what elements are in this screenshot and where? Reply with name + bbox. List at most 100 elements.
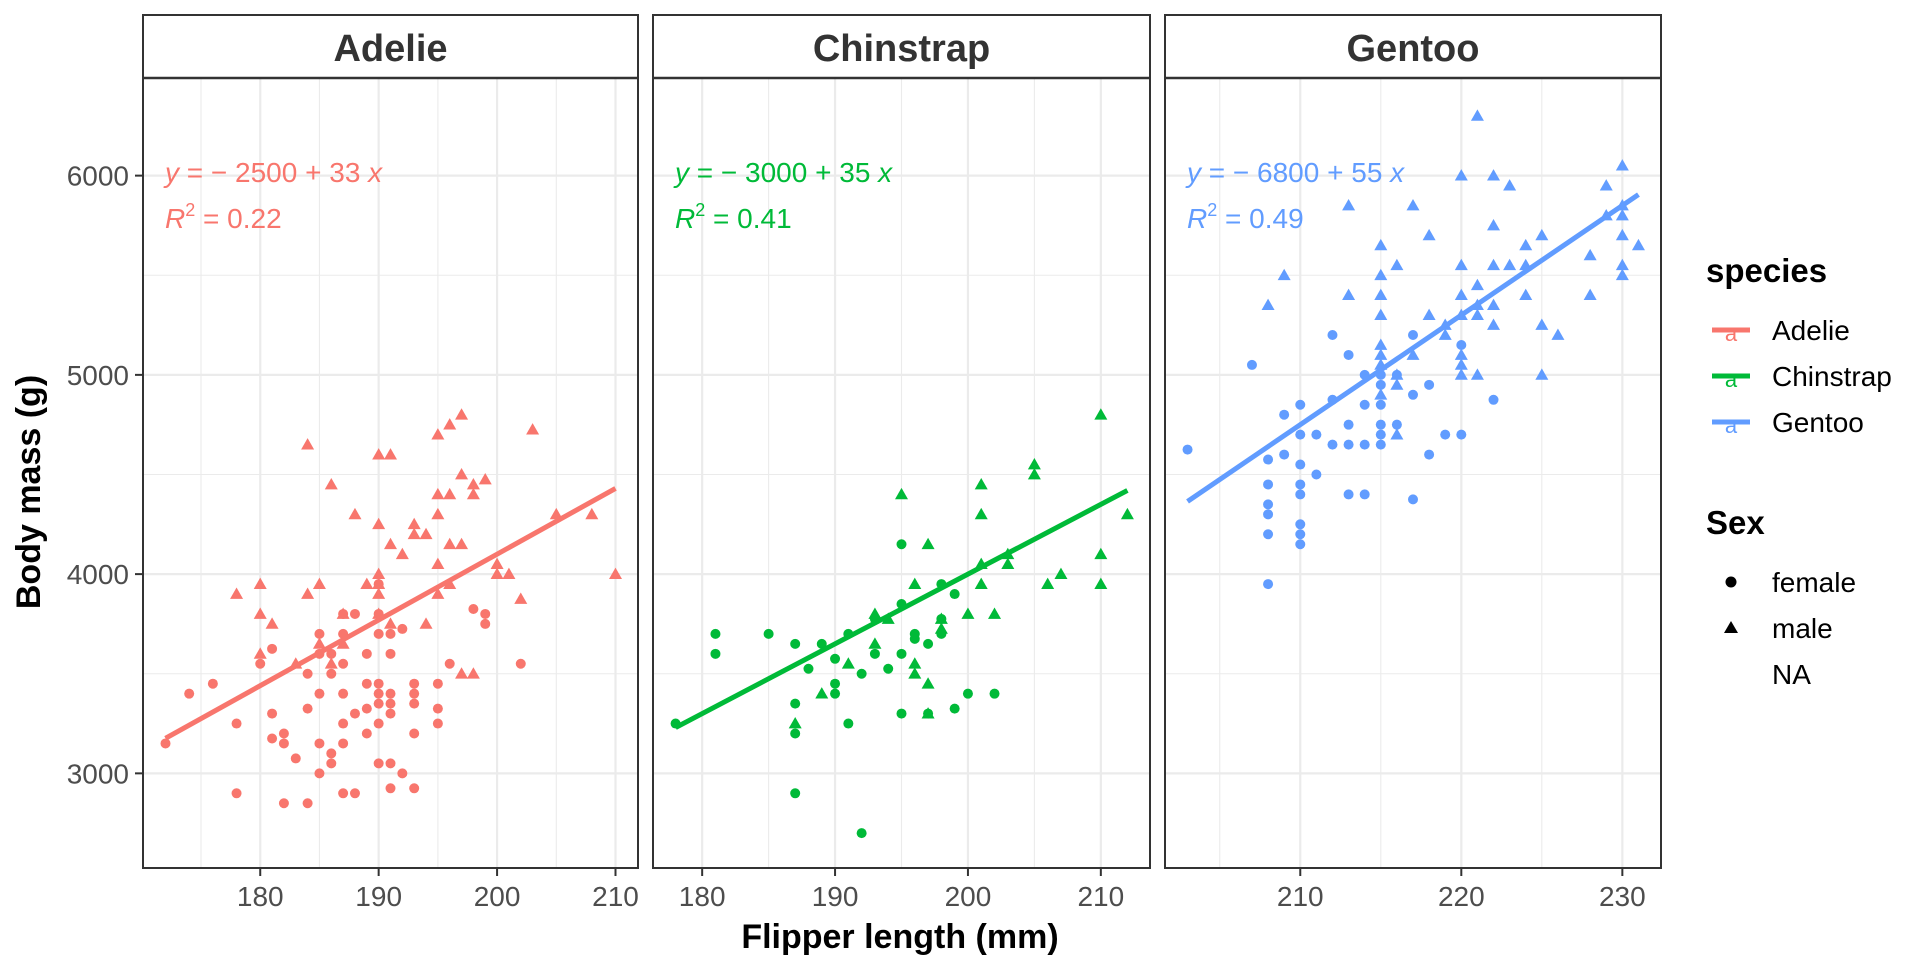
point-male [466, 487, 480, 500]
point-male [301, 438, 315, 450]
point-female [1456, 339, 1467, 350]
panel-gentoo: y = − 6800 + 55 x R2 = 0.49 Gentoo [1164, 14, 1662, 869]
r-squared-value: = 0.22 [195, 203, 281, 234]
point-male [1454, 368, 1468, 380]
point-male [1503, 179, 1517, 191]
point-female [314, 768, 325, 779]
point-female [1295, 539, 1306, 550]
point-female [830, 678, 841, 689]
point-male [360, 577, 374, 589]
legend-sex-title: Sex [1706, 504, 1765, 541]
facet-strip-label: Adelie [333, 28, 447, 70]
facet-strip [142, 14, 639, 79]
point-female [278, 738, 289, 749]
point-female [1408, 389, 1418, 400]
point-male [1487, 218, 1501, 231]
point-female [989, 688, 1000, 699]
point-female [361, 678, 372, 689]
panel-border [142, 77, 639, 869]
legend-sex-label: male [1772, 613, 1833, 644]
point-male [1551, 328, 1565, 340]
point-male [490, 567, 504, 579]
point-female [1263, 529, 1274, 540]
point-male [419, 527, 433, 540]
point-male [253, 647, 267, 659]
point-female [790, 638, 801, 649]
point-female [385, 688, 396, 699]
point-female [1456, 429, 1467, 440]
equation-body: = − 2500 + 33 [179, 157, 368, 188]
panel-grid [143, 78, 638, 868]
point-female [338, 718, 349, 729]
legend-species-key-glyph: a [1725, 413, 1738, 438]
legend-species-label: Adelie [1772, 315, 1850, 346]
point-female [326, 668, 337, 679]
point-male [908, 667, 922, 679]
point-female [397, 623, 408, 634]
facet-strip-label: Gentoo [1347, 28, 1480, 70]
point-female [1295, 399, 1306, 410]
point-male [1094, 577, 1108, 589]
r-squared-sup: 2 [695, 200, 705, 220]
point-female [949, 703, 960, 714]
point-male [908, 657, 922, 669]
point-male [1374, 268, 1388, 281]
equation-y: y [673, 157, 691, 188]
x-tick-label: 190 [812, 881, 859, 912]
point-male [372, 517, 386, 530]
point-female [314, 628, 325, 639]
point-male [1487, 298, 1501, 311]
point-male [974, 507, 988, 520]
point-male [1599, 179, 1613, 191]
point-male [1519, 238, 1533, 251]
point-male [384, 617, 397, 629]
point-female [1295, 479, 1306, 490]
equation-body: = − 3000 + 35 [689, 157, 878, 188]
point-male [490, 557, 504, 570]
legend-species-label: Gentoo [1772, 407, 1864, 438]
legend-sex-key-circle [1725, 576, 1737, 588]
y-axis: 3000 4000 5000 6000 [67, 161, 143, 789]
r-squared-r: R [675, 203, 695, 234]
r-squared-r: R [165, 203, 185, 234]
point-male [455, 408, 469, 420]
point-male [431, 428, 445, 440]
point-male [1470, 308, 1484, 320]
point-male [407, 527, 421, 540]
point-female [302, 798, 313, 809]
point-female [962, 688, 973, 699]
point-female [896, 708, 907, 719]
point-male [1390, 258, 1404, 271]
point-female [432, 718, 443, 729]
panel-border [1164, 77, 1662, 869]
point-female [710, 648, 721, 659]
point-female [1327, 439, 1338, 450]
point-male [934, 622, 948, 634]
point-female [710, 628, 721, 639]
point-male [253, 577, 267, 589]
point-male [1422, 228, 1436, 241]
panel-grid [1165, 78, 1661, 868]
point-female [1182, 444, 1193, 455]
point-female [373, 698, 384, 709]
point-female [763, 628, 774, 639]
point-female [480, 608, 491, 619]
r-squared-label: R2 = 0.22 [165, 200, 282, 234]
point-female [397, 768, 408, 779]
point-female [409, 728, 420, 739]
y-tick-label: 6000 [67, 161, 129, 192]
point-female [231, 718, 242, 729]
point-male [384, 537, 397, 550]
point-female [267, 708, 278, 719]
point-male [1470, 278, 1484, 291]
point-female [207, 678, 218, 689]
point-male [934, 612, 948, 624]
regression-line [674, 488, 1129, 730]
legend-species-label: Chinstrap [1772, 361, 1892, 392]
point-male [407, 517, 421, 530]
point-female [444, 658, 455, 669]
point-male [1615, 228, 1629, 241]
point-female [1424, 449, 1435, 460]
point-female [1408, 330, 1418, 341]
point-male [788, 717, 802, 729]
